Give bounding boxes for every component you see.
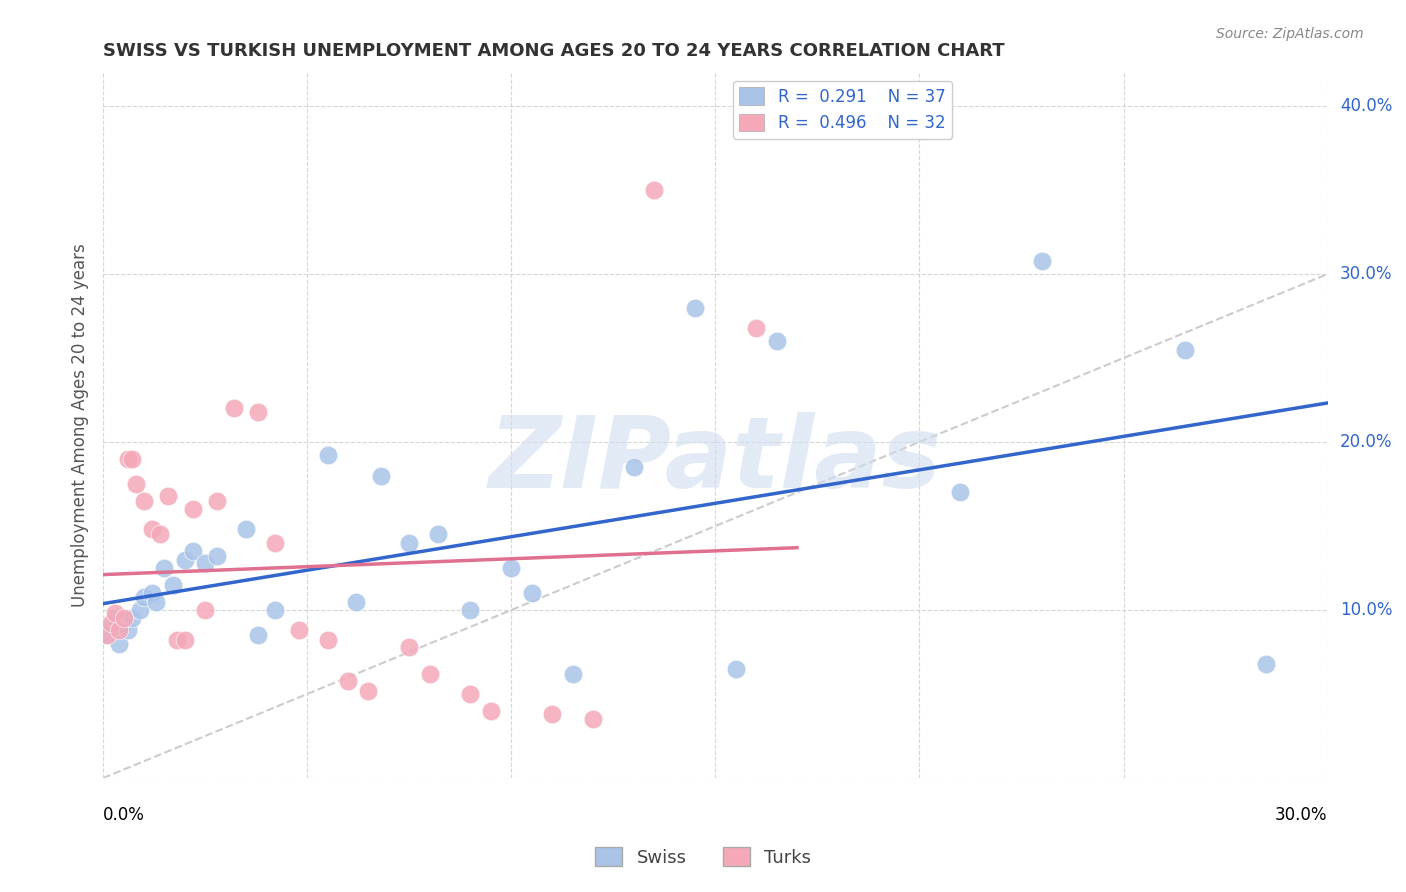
- Point: [145, 594, 167, 608]
- Point: [157, 489, 180, 503]
- Point: [149, 527, 172, 541]
- Point: [398, 640, 420, 654]
- Point: [263, 536, 285, 550]
- Point: [108, 623, 131, 637]
- Point: [949, 485, 972, 500]
- Point: [222, 401, 245, 416]
- Point: [460, 687, 482, 701]
- Point: [112, 611, 135, 625]
- Point: [121, 611, 143, 625]
- Point: [108, 637, 131, 651]
- Text: 30.0%: 30.0%: [1340, 265, 1392, 283]
- Point: [100, 620, 122, 634]
- Point: [316, 633, 339, 648]
- Text: ZIPatlas: ZIPatlas: [489, 412, 942, 509]
- Point: [235, 522, 257, 536]
- Text: Source: ZipAtlas.com: Source: ZipAtlas.com: [1216, 27, 1364, 41]
- Point: [344, 594, 367, 608]
- Text: 0.0%: 0.0%: [103, 806, 145, 824]
- Point: [460, 603, 482, 617]
- Point: [162, 578, 184, 592]
- Point: [125, 477, 148, 491]
- Point: [745, 320, 768, 334]
- Point: [194, 603, 217, 617]
- Point: [207, 493, 229, 508]
- Text: 10.0%: 10.0%: [1340, 601, 1392, 619]
- Point: [117, 623, 139, 637]
- Point: [194, 556, 217, 570]
- Point: [419, 666, 441, 681]
- Legend: Swiss, Turks: Swiss, Turks: [588, 840, 818, 874]
- Point: [96, 628, 118, 642]
- Point: [247, 405, 270, 419]
- Point: [398, 536, 420, 550]
- Point: [128, 603, 150, 617]
- Point: [166, 633, 188, 648]
- Point: [112, 616, 135, 631]
- Point: [582, 712, 605, 726]
- Point: [288, 623, 311, 637]
- Point: [121, 451, 143, 466]
- Point: [479, 704, 502, 718]
- Text: 20.0%: 20.0%: [1340, 433, 1392, 451]
- Point: [357, 683, 380, 698]
- Y-axis label: Unemployment Among Ages 20 to 24 years: Unemployment Among Ages 20 to 24 years: [72, 244, 89, 607]
- Point: [181, 502, 204, 516]
- Point: [96, 628, 118, 642]
- Point: [520, 586, 543, 600]
- Point: [263, 603, 285, 617]
- Point: [765, 334, 787, 349]
- Point: [683, 301, 706, 315]
- Point: [181, 544, 204, 558]
- Point: [1256, 657, 1278, 671]
- Text: SWISS VS TURKISH UNEMPLOYMENT AMONG AGES 20 TO 24 YEARS CORRELATION CHART: SWISS VS TURKISH UNEMPLOYMENT AMONG AGES…: [103, 42, 1005, 60]
- Point: [1174, 343, 1197, 357]
- Point: [337, 673, 360, 688]
- Point: [426, 527, 449, 541]
- Point: [173, 633, 195, 648]
- Text: 30.0%: 30.0%: [1275, 806, 1327, 824]
- Point: [561, 666, 583, 681]
- Point: [132, 590, 155, 604]
- Point: [1031, 253, 1053, 268]
- Point: [100, 616, 122, 631]
- Point: [724, 662, 747, 676]
- Point: [207, 549, 229, 564]
- Point: [104, 607, 127, 621]
- Point: [141, 522, 163, 536]
- Point: [117, 451, 139, 466]
- Point: [623, 460, 645, 475]
- Point: [141, 586, 163, 600]
- Point: [541, 707, 564, 722]
- Text: 40.0%: 40.0%: [1340, 97, 1392, 115]
- Point: [132, 493, 155, 508]
- Point: [370, 468, 392, 483]
- Point: [247, 628, 270, 642]
- Legend: R =  0.291    N = 37, R =  0.496    N = 32: R = 0.291 N = 37, R = 0.496 N = 32: [733, 81, 952, 139]
- Point: [501, 561, 523, 575]
- Point: [316, 449, 339, 463]
- Point: [173, 552, 195, 566]
- Point: [153, 561, 176, 575]
- Point: [104, 611, 127, 625]
- Point: [643, 183, 665, 197]
